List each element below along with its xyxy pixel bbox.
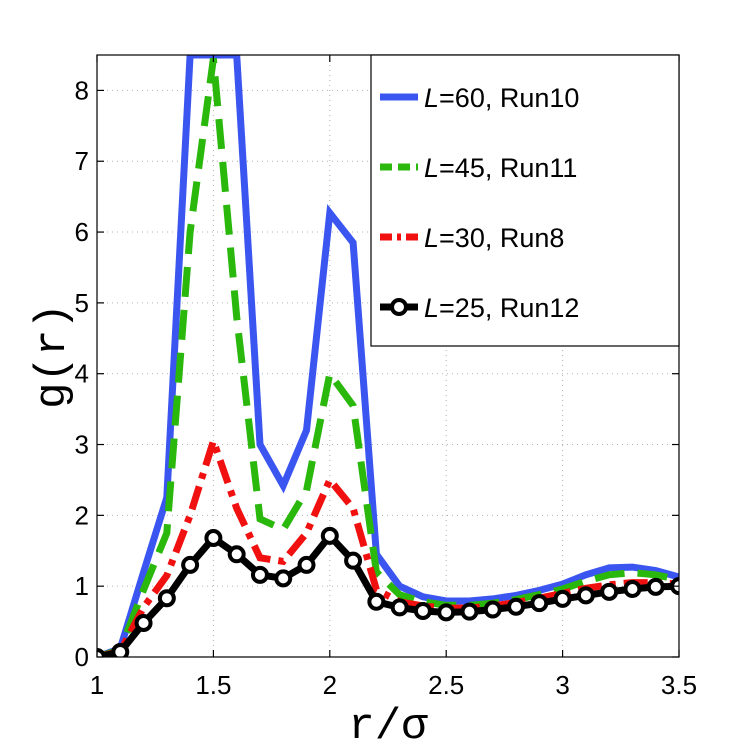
series-line-0 [97, 55, 679, 657]
series-marker-3 [111, 643, 130, 657]
series-marker-3 [413, 601, 432, 620]
series-marker-3 [157, 589, 176, 608]
series-line-1 [97, 58, 679, 657]
legend-label-italic: L [424, 153, 439, 183]
y-tick-label: 5 [75, 288, 89, 318]
legend-marker-3 [390, 298, 408, 316]
series-marker-3 [97, 648, 106, 657]
legend-label-rest: =25, Run12 [439, 293, 579, 323]
legend-label-italic: L [424, 293, 439, 323]
series-marker-3 [600, 582, 619, 601]
y-tick-label: 6 [75, 217, 89, 247]
x-tick-label: 1 [90, 670, 104, 700]
series-marker-3 [250, 565, 269, 584]
y-tick-label: 7 [75, 146, 89, 176]
legend-label-3: L=25, Run12 [424, 293, 579, 323]
x-tick-label: 2 [323, 670, 337, 700]
series-marker-3 [181, 555, 200, 574]
series-marker-3 [553, 589, 572, 608]
legend-label-rest: =60, Run10 [439, 83, 579, 113]
legend-label-rest: =30, Run8 [439, 223, 564, 253]
series-marker-3 [437, 603, 456, 622]
x-axis-title: r/σ [348, 702, 428, 752]
legend-box [370, 54, 680, 347]
series-marker-3 [274, 569, 293, 588]
legend-label-italic: L [424, 83, 439, 113]
series-marker-3 [204, 529, 223, 548]
legend-label-italic: L [424, 223, 439, 253]
series-group [97, 55, 679, 657]
legend-label-rest: =45, Run11 [439, 153, 577, 183]
y-tick-label: 3 [75, 430, 89, 460]
series-marker-3 [530, 594, 549, 613]
series-marker-3 [507, 597, 526, 616]
legend-label-1: L=45, Run11 [424, 153, 577, 183]
legend-label-0: L=60, Run10 [424, 83, 579, 113]
x-tick-label: 2.5 [428, 670, 464, 700]
series-marker-3 [460, 602, 479, 621]
series-marker-3 [320, 526, 339, 545]
series-marker-3 [367, 592, 386, 611]
x-tick-label: 3.5 [661, 670, 697, 700]
legend-label-2: L=30, Run8 [424, 223, 564, 253]
y-axis-title: g(r) [28, 303, 78, 409]
series-marker-3 [483, 600, 502, 619]
x-tick-label: 1.5 [195, 670, 231, 700]
y-tick-label: 8 [75, 75, 89, 105]
y-tick-label: 4 [75, 359, 89, 389]
series-marker-3 [623, 580, 642, 599]
y-tick-label: 2 [75, 500, 89, 530]
y-tick-label: 0 [75, 642, 89, 672]
series-marker-3 [297, 555, 316, 574]
series-marker-3 [576, 586, 595, 605]
x-tick-label: 3 [555, 670, 569, 700]
y-tick-label: 1 [75, 571, 89, 601]
series-marker-3 [646, 577, 665, 596]
series-marker-3 [134, 614, 153, 633]
series-marker-3 [390, 598, 409, 617]
series-marker-3 [227, 545, 246, 564]
series-marker-3 [344, 551, 363, 570]
